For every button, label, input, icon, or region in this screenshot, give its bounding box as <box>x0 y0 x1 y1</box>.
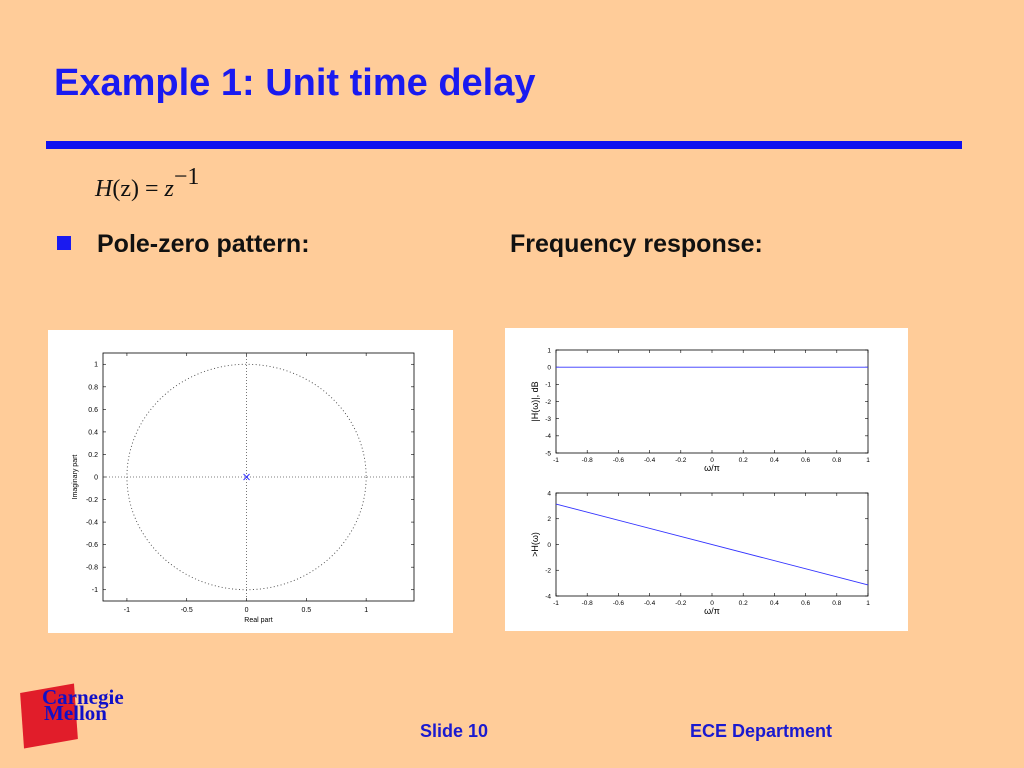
pole-stroke <box>243 473 250 481</box>
eq-arg: (z) <box>112 176 139 202</box>
y-tick-label: 0.8 <box>88 384 98 391</box>
x-tick-label: -0.6 <box>613 457 625 464</box>
department-label: ECE Department <box>690 721 833 741</box>
frequency-response-plot: -1 -0.8 -0.6 -0.4 -0.2 0 0.2 0.4 0.6 0.8 1 1 0 -1 -2 -3… <box>530 347 870 616</box>
y-tick-label: 0 <box>547 542 551 549</box>
x-tick-label: -0.8 <box>582 600 594 607</box>
y-tick-label: 0.6 <box>88 407 98 414</box>
x-tick-label: -0.8 <box>582 457 594 464</box>
x-tick-label: -0.6 <box>613 600 625 607</box>
x-tick-label: 0 <box>710 457 714 464</box>
y-tick-label: -2 <box>545 399 551 406</box>
y-tick-label: -5 <box>545 450 551 457</box>
title-divider <box>46 141 962 149</box>
y-tick-label: -0.6 <box>86 542 98 549</box>
x-tick-label: 0.2 <box>739 600 748 607</box>
logo-text-mellon: Mellon <box>44 701 107 725</box>
pole-zero-figure: -1 -0.5 0 0.5 1 1 0.8 0.6 0.4 0.2 0 -0.2 -0.4 -0.6 -0.… <box>48 330 453 633</box>
x-axis-label: ω/π <box>704 606 720 616</box>
x-tick-label: 0.4 <box>770 457 779 464</box>
y-tick-label: 0 <box>94 474 98 481</box>
y-tick-label: 1 <box>547 347 551 354</box>
x-tick-label: 0 <box>245 607 249 614</box>
y-axis-label: |H(ω)|, dB <box>530 381 540 421</box>
logo-text-carnegie: Carnegie <box>42 685 124 709</box>
y-tick-label: -4 <box>545 433 551 440</box>
x-tick-label: 0.5 <box>301 607 311 614</box>
x-tick-label: 0.6 <box>801 600 810 607</box>
pole-zero-plot: -1 -0.5 0 0.5 1 1 0.8 0.6 0.4 0.2 0 -0.2 -0.4 -0.6 -0.… <box>72 352 415 624</box>
transfer-function-equation: H(z) = z−1 <box>95 164 199 203</box>
y-tick-label: 4 <box>547 490 551 497</box>
x-tick-label: -1 <box>553 457 559 464</box>
y-axis-label: Imaginary part <box>72 455 79 500</box>
frequency-response-figure: -1 -0.8 -0.6 -0.4 -0.2 0 0.2 0.4 0.6 0.8 1 1 0 -1 -2 -3… <box>505 328 908 631</box>
x-tick-label: 1 <box>866 457 870 464</box>
y-tick-label: -1 <box>545 382 551 389</box>
pole-marker <box>243 473 250 481</box>
y-tick-label: 0.4 <box>88 429 98 436</box>
y-axis-label: >H(ω) <box>530 532 540 557</box>
bullet-square-icon <box>57 236 71 250</box>
pole-zero-label: Pole-zero pattern: <box>97 230 310 258</box>
slide-number: Slide 10 <box>420 721 489 741</box>
x-tick-label: -0.2 <box>675 600 687 607</box>
x-tick-label: 0.6 <box>801 457 810 464</box>
x-tick-label: 1 <box>866 600 870 607</box>
cmu-logo: Carnegie Mellon <box>18 683 124 749</box>
y-tick-label: -0.8 <box>86 565 98 572</box>
x-tick-label: 0.4 <box>770 600 779 607</box>
x-tick-label: -0.4 <box>644 457 656 464</box>
y-tick-label: 0 <box>547 364 551 371</box>
plot-frame <box>555 349 869 454</box>
y-tick-label: 2 <box>547 516 551 523</box>
x-tick-label: 1 <box>364 607 368 614</box>
x-tick-label: -0.2 <box>675 457 687 464</box>
x-tick-label: -1 <box>553 600 559 607</box>
y-tick-label: -3 <box>545 416 551 423</box>
x-tick-label: 0.8 <box>832 600 841 607</box>
y-tick-label: -2 <box>545 568 551 575</box>
phase-line <box>555 503 869 586</box>
x-tick-label: 0 <box>710 600 714 607</box>
x-tick-label: 0.2 <box>739 457 748 464</box>
y-tick-label: 0.2 <box>88 452 98 459</box>
y-tick-label: -0.2 <box>86 497 98 504</box>
y-tick-label: -0.4 <box>86 520 98 527</box>
unit-circle <box>126 363 367 591</box>
x-tick-label: -1 <box>124 607 130 614</box>
eq-rhs: z <box>164 176 174 202</box>
y-tick-label: -4 <box>545 593 551 600</box>
y-tick-label: 1 <box>94 362 98 369</box>
y-tick-label: -1 <box>92 587 98 594</box>
eq-equals: = <box>144 176 159 202</box>
eq-exponent: −1 <box>173 164 200 190</box>
x-tick-label: -0.5 <box>181 607 193 614</box>
eq-lhs: H <box>95 176 113 202</box>
x-axis-label: ω/π <box>704 463 720 473</box>
x-tick-label: 0.8 <box>832 457 841 464</box>
x-axis-label: Real part <box>244 617 272 624</box>
frequency-response-label: Frequency response: <box>510 230 763 258</box>
x-tick-label: -0.4 <box>644 600 656 607</box>
page-title: Example 1: Unit time delay <box>54 62 536 104</box>
